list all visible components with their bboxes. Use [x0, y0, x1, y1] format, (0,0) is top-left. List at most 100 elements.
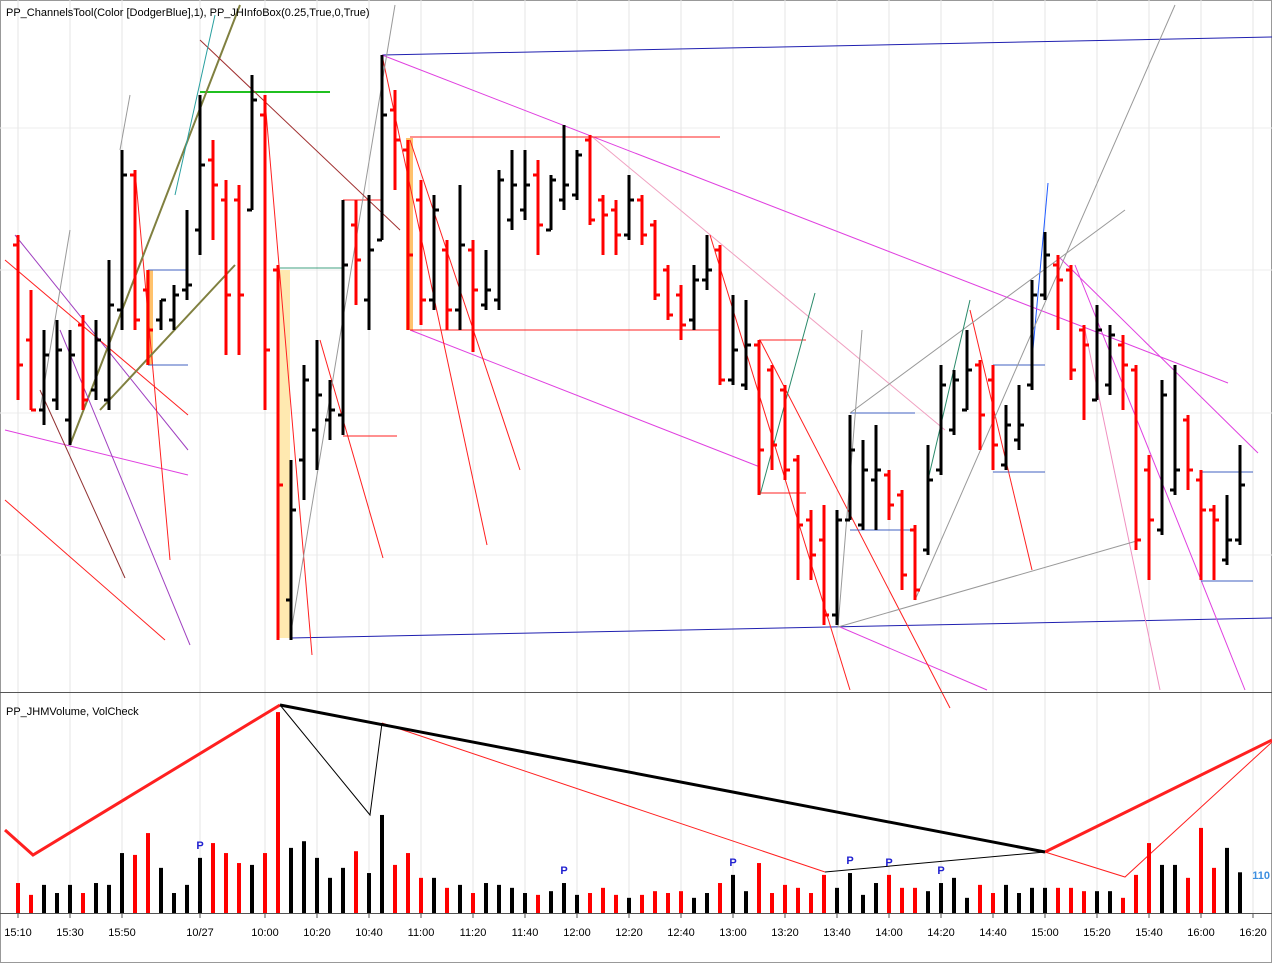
channel-edge	[39, 389, 126, 579]
volume-bar	[549, 891, 553, 913]
trend-line	[319, 339, 384, 559]
x-tick-label: 14:20	[927, 927, 955, 939]
volume-bar	[55, 893, 59, 913]
volume-bar	[302, 841, 306, 913]
trend-line	[839, 626, 988, 691]
x-tick-label: 15:00	[1031, 927, 1059, 939]
volume-bar	[575, 894, 579, 913]
volume-bar	[445, 887, 449, 913]
volume-bar	[679, 891, 683, 913]
volume-bar	[978, 884, 982, 913]
volume-bar	[354, 851, 358, 913]
trend-line	[4, 499, 166, 641]
volume-bar	[900, 887, 904, 913]
trend-line	[381, 54, 1229, 384]
x-tick-label: 11:20	[460, 927, 487, 939]
volume-bar	[523, 893, 527, 913]
trend-line	[1059, 257, 1259, 454]
volume-zigzag	[1044, 741, 1272, 878]
trend-line	[4, 429, 189, 476]
trend-line	[759, 339, 951, 709]
volume-bar	[1121, 897, 1125, 913]
volume-bar	[783, 884, 787, 913]
studies	[0, 4, 1272, 914]
volume-bar	[627, 897, 631, 913]
volume-bar	[887, 874, 891, 913]
volume-zigzag	[279, 704, 383, 817]
trend-line	[1074, 264, 1246, 691]
volume-bar	[1030, 887, 1034, 913]
volume-bar	[237, 863, 241, 913]
volume-bar	[588, 893, 592, 913]
volume-bar	[991, 893, 995, 913]
trend-line	[264, 99, 313, 656]
volume-bar	[1082, 891, 1086, 913]
channel-edge	[199, 39, 401, 231]
channel-line	[1031, 182, 1049, 361]
volume-bar	[939, 883, 943, 913]
volume-bar	[42, 884, 46, 913]
volume-bar	[1186, 877, 1190, 913]
volume-bar	[81, 893, 85, 913]
volume-bar	[471, 893, 475, 913]
volume-flag: P	[560, 865, 567, 877]
volume-zigzag	[381, 722, 826, 873]
volume-flag: P	[729, 857, 736, 869]
volume-bar	[211, 843, 215, 913]
volume-bar	[913, 887, 917, 913]
x-tick-label: 13:20	[771, 927, 799, 939]
price-pane-title: PP_ChannelsTool(Color [DodgerBlue],1), P…	[6, 7, 370, 19]
gray-line	[914, 4, 1176, 601]
x-tick-label: 13:00	[719, 927, 747, 939]
volume-zigzag	[824, 851, 1046, 873]
volume-bar	[1212, 867, 1216, 913]
x-tick-label: 12:20	[615, 927, 643, 939]
current-volume: 110	[1252, 870, 1270, 882]
x-tick-label: 15:50	[108, 927, 136, 939]
volume-bar	[458, 884, 462, 913]
volume-bar	[1095, 891, 1099, 913]
volume-zigzag	[4, 703, 281, 857]
volume-bar	[263, 853, 267, 913]
volume-bar	[94, 883, 98, 913]
trend-line	[409, 329, 761, 468]
volume-bar	[536, 894, 540, 913]
gray-line	[837, 539, 1141, 628]
volume-bar	[16, 883, 20, 913]
volume-bar	[406, 853, 410, 913]
volume-bar	[666, 893, 670, 913]
volume-bar	[653, 891, 657, 913]
volume-bar	[380, 814, 384, 913]
volume-bar	[250, 864, 254, 913]
channel-edge	[69, 4, 241, 446]
volume-bar	[497, 884, 501, 913]
volume-bar	[1160, 864, 1164, 913]
volume-bar	[965, 897, 969, 913]
volume-bar	[172, 893, 176, 913]
trend-line	[589, 134, 946, 431]
x-tick-label: 15:40	[1135, 927, 1163, 939]
channel-edge	[759, 292, 816, 496]
volume-bar	[796, 887, 800, 913]
volume-bar	[185, 884, 189, 913]
x-tick-label: 10:40	[355, 927, 383, 939]
volume-bar	[341, 867, 345, 913]
x-tick-label: 15:30	[56, 927, 84, 939]
x-tick-label: 12:40	[667, 927, 695, 939]
gray-line	[119, 94, 131, 151]
channel-edge	[99, 264, 236, 411]
x-tick-label: 13:40	[823, 927, 851, 939]
x-tick-label: 10/27	[186, 927, 214, 939]
volume-bar	[1056, 887, 1060, 913]
volume-bar	[1199, 827, 1203, 913]
trend-line	[409, 139, 521, 471]
volume-bar	[848, 873, 852, 913]
volume-bar	[757, 863, 761, 913]
channel-line	[381, 36, 1272, 56]
x-tick-label: 15:20	[1083, 927, 1111, 939]
volume-bar	[614, 894, 618, 913]
volume-bar	[328, 877, 332, 913]
x-tick-label: 12:00	[563, 927, 591, 939]
volume-bar	[718, 883, 722, 913]
